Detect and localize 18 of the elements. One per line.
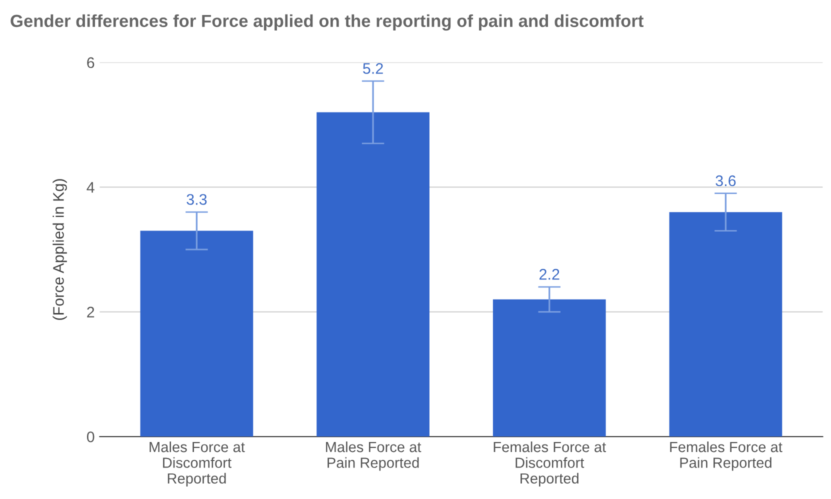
x-tick-label: Females Force at Pain Reported xyxy=(670,441,782,471)
data-label: 3.3 xyxy=(186,194,207,205)
x-tick-label: Females Force at Discomfort Reported xyxy=(494,441,606,486)
bar xyxy=(140,230,254,437)
data-label: 5.2 xyxy=(363,63,383,74)
x-tick-label: Males Force at Pain Reported xyxy=(326,441,422,471)
bar xyxy=(669,212,782,437)
bar xyxy=(492,299,606,437)
data-label: 3.6 xyxy=(716,175,736,186)
data-label: 2.2 xyxy=(540,268,560,280)
y-tick-label: 4 xyxy=(86,182,94,193)
y-axis-title: (Force Applied in Kg) xyxy=(52,179,67,320)
x-tick-label: Males Force at Discomfort Reported xyxy=(150,441,245,486)
y-tick-label: 0 xyxy=(86,431,94,442)
y-tick-label: 2 xyxy=(87,306,94,318)
chart-title: Gender differences for Force applied on the reporting of pain and discomfort xyxy=(10,14,644,31)
bar xyxy=(316,112,430,437)
y-tick-label: 6 xyxy=(87,57,94,68)
